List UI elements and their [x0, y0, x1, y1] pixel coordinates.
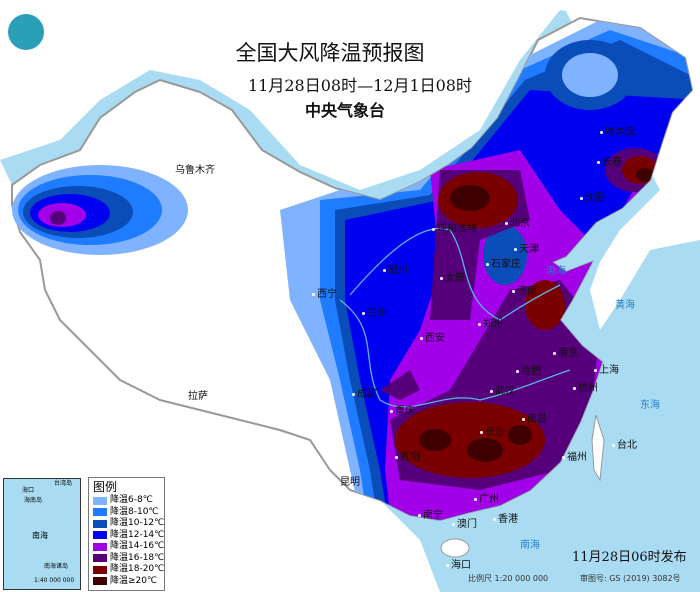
legend-swatch	[93, 542, 107, 551]
map-title: 全国大风降温预报图	[235, 41, 425, 65]
city-label: 郑州	[478, 319, 503, 331]
inset-label: 海口	[22, 487, 35, 494]
legend-item: 降温12-14℃	[89, 530, 164, 542]
legend-label: 降温≥20℃	[110, 575, 158, 586]
legend-label: 降温12-14℃	[110, 529, 165, 540]
city-label: 乌鲁木齐	[170, 165, 215, 177]
map-scale: 比例尺 1:20 000 000	[468, 574, 549, 583]
city-label: 哈尔滨	[600, 127, 635, 139]
legend-label: 降温16-18℃	[110, 552, 165, 563]
legend-item: 降温6-8℃	[89, 495, 164, 507]
legend-swatch	[93, 496, 107, 505]
inset-label: 台湾岛	[54, 480, 73, 487]
city-label: 香港	[493, 514, 518, 526]
yangtze-river	[339, 299, 571, 408]
legend-title: 图例	[93, 480, 118, 494]
city-label: 贵阳	[395, 452, 420, 464]
inset-scale: 1:40 000 000	[34, 577, 75, 584]
legend-swatch	[93, 565, 107, 574]
sea-label: 东海	[640, 400, 660, 411]
city-label: 济南	[512, 286, 537, 298]
city-label: 南宁	[418, 510, 443, 522]
legend-swatch	[93, 531, 107, 540]
city-label: 呼和浩特	[432, 224, 477, 236]
city-label: 成都	[352, 389, 377, 401]
taiwan	[591, 414, 605, 482]
city-label: 银川	[383, 265, 408, 277]
forecast-period: 11月28日08时—12月1日08时	[248, 76, 472, 95]
legend-label: 降温8-10℃	[110, 506, 159, 517]
city-label: 武汉	[490, 386, 515, 398]
legend-label: 降温18-20℃	[110, 564, 165, 575]
city-label: 天津	[514, 244, 539, 256]
city-label: 澳门	[452, 519, 477, 531]
city-label: 拉萨	[183, 391, 208, 403]
cma-logo	[8, 14, 44, 50]
xinjiang-band	[12, 165, 188, 255]
city-label: 上海	[594, 365, 619, 377]
sea-label: 南海	[520, 540, 540, 551]
issue-time: 11月28日06时发布	[572, 550, 687, 565]
city-label: 昆明	[335, 477, 360, 489]
city-label: 南京	[553, 348, 578, 360]
city-label: 合肥	[516, 366, 541, 378]
city-label: 南昌	[522, 414, 547, 426]
issuer: 中央气象台	[304, 101, 385, 120]
legend-label: 降温6-8℃	[110, 495, 153, 506]
city-label: 福州	[562, 452, 587, 464]
legend-swatch	[93, 554, 107, 563]
city-label: 广州	[474, 494, 499, 506]
city-label: 石家庄	[486, 259, 521, 271]
city-label: 太原	[440, 273, 465, 285]
city-label: 沈阳	[580, 193, 605, 205]
review-number: 审图号: GS (2019) 3082号	[580, 574, 681, 583]
legend-label: 降温14-16℃	[110, 541, 165, 552]
legend-swatch	[93, 508, 107, 517]
city-label: 台北	[612, 440, 637, 452]
city-label: 西安	[420, 333, 445, 345]
legend-label: 降温10-12℃	[110, 518, 165, 529]
city-label: 重庆	[390, 406, 415, 418]
legend-item: 降温18-20℃	[89, 564, 164, 576]
legend-item: 降温8-10℃	[89, 507, 164, 519]
city-label: 杭州	[573, 383, 598, 395]
city-label: 长沙	[480, 427, 505, 439]
sea-label: 黄海	[615, 300, 635, 311]
city-label: 西宁	[312, 289, 337, 301]
yellow-river	[349, 227, 561, 321]
band-20-plus	[419, 429, 451, 451]
inset-label: 南海诸岛	[44, 563, 69, 570]
south-china-sea-inset: 海口 海南岛 南海 南海诸岛 1:40 000 000 台湾岛	[3, 478, 81, 590]
legend: 图例 降温6-8℃ 降温8-10℃ 降温10-12℃ 降温12-14℃ 降温14-16℃…	[88, 477, 165, 591]
city-label: 兰州	[362, 308, 387, 320]
legend-item: 降温16-18℃	[89, 553, 164, 565]
city-label: 海口	[446, 560, 471, 572]
city-label: 北京	[505, 218, 530, 230]
inset-label: 南海	[32, 531, 48, 540]
hainan	[440, 538, 470, 558]
legend-swatch	[93, 577, 107, 586]
legend-item: 降温≥20℃	[89, 576, 164, 588]
city-label: 长春	[597, 157, 622, 169]
neighbor-land-north	[0, 0, 700, 190]
legend-item: 降温10-12℃	[89, 518, 164, 530]
sea-label: 渤海	[546, 266, 566, 277]
legend-swatch	[93, 519, 107, 528]
inset-label: 海南岛	[24, 497, 43, 504]
legend-item: 降温14-16℃	[89, 541, 164, 553]
